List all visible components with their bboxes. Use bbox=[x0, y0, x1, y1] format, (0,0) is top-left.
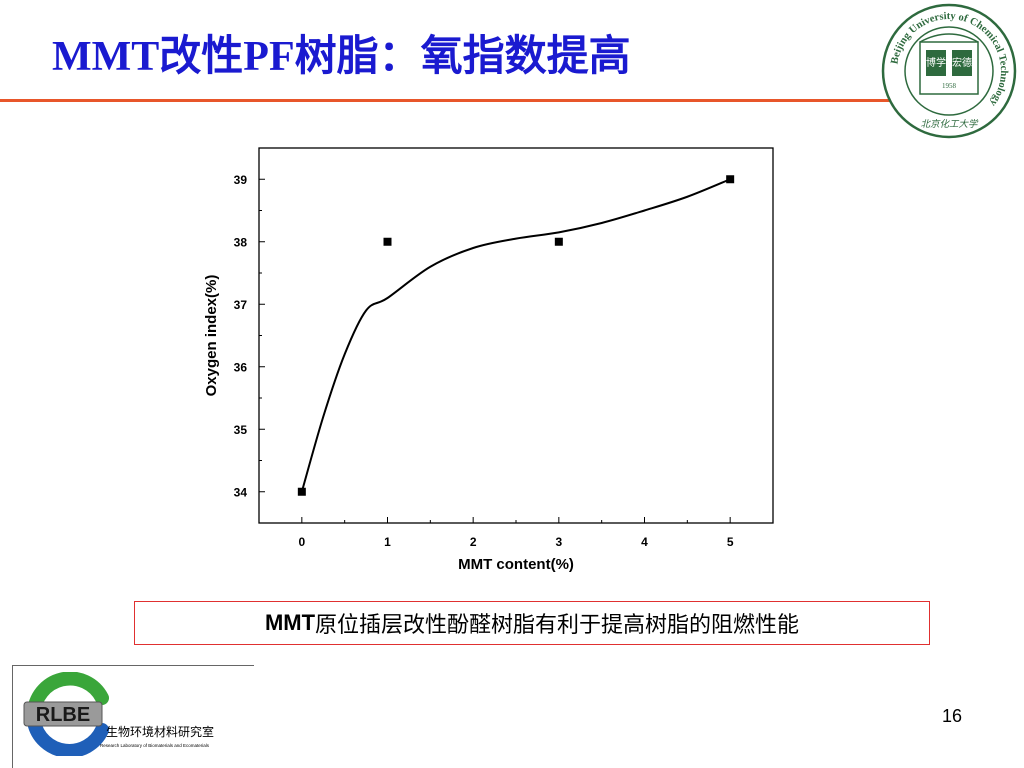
data-point bbox=[383, 237, 392, 246]
x-tick-label: 2 bbox=[470, 535, 477, 549]
data-point bbox=[726, 175, 735, 184]
title-divider bbox=[0, 99, 890, 102]
x-tick-label: 4 bbox=[641, 535, 648, 549]
seal-motto-left: 博学 bbox=[926, 56, 946, 69]
conclusion-box: MMT 原位插层改性酚醛树脂有利于提高树脂的阻燃性能 bbox=[134, 601, 930, 645]
y-tick-label: 34 bbox=[234, 485, 248, 499]
seal-year: 1958 bbox=[942, 82, 957, 90]
seal-motto-right: 宏德 bbox=[952, 56, 972, 69]
seal-calligraphy: 北京化工大学 bbox=[920, 118, 979, 130]
x-tick-label: 0 bbox=[298, 535, 305, 549]
logo-blue-arc bbox=[27, 715, 109, 756]
rlbe-logo: RLBE 生物环境材料研究室 Research Laboratory of Bi… bbox=[23, 672, 214, 756]
data-point bbox=[554, 237, 563, 246]
logo-cn-name: 生物环境材料研究室 bbox=[106, 724, 214, 739]
conclusion-prefix: MMT bbox=[264, 610, 316, 635]
y-axis-label: Oxygen index(%) bbox=[203, 275, 220, 397]
fit-curve bbox=[300, 178, 731, 493]
x-tick-label: 5 bbox=[727, 535, 734, 549]
logo-en-name: Research Laboratory of Biomaterials and … bbox=[100, 743, 210, 748]
y-tick-label: 38 bbox=[234, 235, 248, 249]
conclusion-text: 原位插层改性酚醛树脂有利于提高树脂的阻燃性能 bbox=[315, 612, 800, 637]
slide-title: MMT改性PF树脂：氧指数提高 bbox=[52, 34, 631, 80]
logo-frame bbox=[12, 665, 254, 768]
plot-frame bbox=[258, 147, 774, 524]
logo-acronym: RLBE bbox=[36, 704, 90, 726]
data-point bbox=[297, 487, 306, 496]
y-tick-label: 37 bbox=[234, 298, 248, 312]
x-tick-label: 1 bbox=[384, 535, 391, 549]
y-tick-label: 36 bbox=[234, 360, 248, 374]
y-tick-label: 35 bbox=[234, 423, 248, 437]
x-axis-label: MMT content(%) bbox=[458, 556, 574, 573]
x-tick-label: 3 bbox=[555, 535, 562, 549]
university-seal: Beijing University of Chemical Technolog… bbox=[881, 3, 1017, 139]
y-tick-label: 39 bbox=[234, 173, 248, 187]
page-number: 16 bbox=[941, 706, 963, 726]
